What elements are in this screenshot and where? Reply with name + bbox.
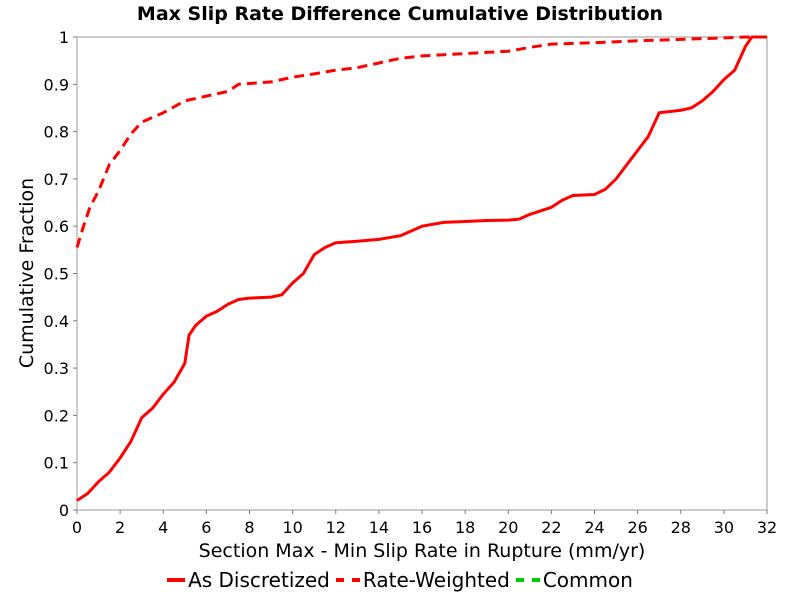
- x-tick-label: 28: [671, 518, 691, 537]
- plot-area: [76, 36, 768, 511]
- legend: As Discretized Rate-Weighted Common: [0, 568, 800, 592]
- x-tick-label: 32: [757, 518, 777, 537]
- x-tick-label: 24: [584, 518, 604, 537]
- chart-canvas: Max Slip Rate Difference Cumulative Dist…: [16, 3, 777, 562]
- y-tick-label: 0.1: [44, 454, 69, 473]
- legend-label: Rate-Weighted: [362, 568, 510, 592]
- y-tick-label: 0.2: [44, 406, 69, 425]
- y-tick-label: 0.3: [44, 359, 69, 378]
- x-tick-label: 6: [201, 518, 211, 537]
- y-tick-label: 1: [59, 28, 69, 47]
- x-tick-label: 14: [369, 518, 389, 537]
- legend-label: Common: [542, 568, 633, 592]
- x-axis-label: Section Max - Min Slip Rate in Rupture (…: [199, 540, 646, 562]
- legend-swatch-dashed-green: [515, 578, 540, 582]
- x-tick-label: 22: [541, 518, 561, 537]
- y-tick-label: 0: [59, 501, 69, 520]
- x-tick-label: 12: [326, 518, 346, 537]
- y-tick-label: 0.4: [44, 312, 69, 331]
- legend-item-rate-weighted: Rate-Weighted: [335, 568, 510, 592]
- y-tick-label: 0.7: [44, 170, 69, 189]
- legend-label: As Discretized: [188, 568, 330, 592]
- legend-swatch-solid-red: [167, 578, 186, 582]
- x-tick-label: 8: [244, 518, 254, 537]
- legend-item-as-discretized: As Discretized: [167, 568, 330, 592]
- y-tick-label: 0.8: [44, 123, 69, 142]
- x-tick-label: 2: [115, 518, 125, 537]
- series-line-rate-weighted: [75, 35, 767, 248]
- x-tick-label: 30: [714, 518, 734, 537]
- x-tick-label: 16: [412, 518, 432, 537]
- y-axis-label: Cumulative Fraction: [16, 178, 38, 368]
- legend-item-common: Common: [515, 568, 633, 592]
- legend-swatch-dashed-red: [335, 578, 360, 582]
- series-layer: [75, 35, 767, 502]
- x-axis: 0 2 4 6 8 10 12 14 16 18 20 22 24 26 28 30 32: [72, 510, 777, 537]
- x-tick-label: 10: [282, 518, 302, 537]
- y-tick-label: 0.5: [44, 265, 69, 284]
- series-line-as-discretized: [76, 35, 767, 502]
- x-tick-label: 4: [158, 518, 168, 537]
- y-tick-label: 0.6: [44, 217, 69, 236]
- y-axis: 0 0.1 0.2 0.3 0.4 0.5 0.6 0.7 0.8 0.9 1: [44, 28, 77, 520]
- y-tick-label: 0.9: [44, 75, 69, 94]
- x-tick-label: 26: [627, 518, 647, 537]
- x-tick-label: 0: [72, 518, 82, 537]
- x-tick-label: 18: [455, 518, 475, 537]
- chart-title: Max Slip Rate Difference Cumulative Dist…: [137, 3, 663, 25]
- x-tick-label: 20: [498, 518, 518, 537]
